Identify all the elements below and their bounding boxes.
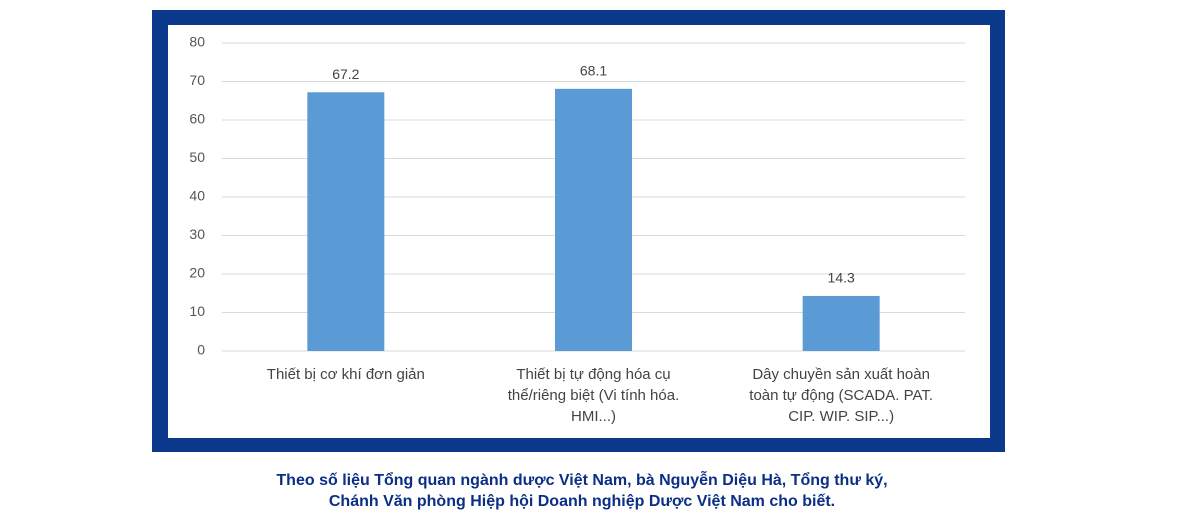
y-tick-label: 60	[189, 111, 205, 127]
y-tick-label: 20	[189, 265, 205, 281]
bar	[802, 295, 880, 351]
bar	[307, 92, 385, 351]
x-tick-label: Thiết bị tự động hóa cụ thể/riêng biệt (V…	[508, 366, 680, 425]
y-tick-label: 10	[189, 303, 205, 319]
data-label: 14.3	[828, 270, 855, 286]
bar	[555, 88, 632, 351]
y-tick-label: 0	[197, 342, 205, 358]
y-tick-label: 70	[189, 72, 205, 88]
data-label: 67.2	[332, 66, 359, 82]
x-tick-label: Thiết bị cơ khí đơn giản	[267, 366, 425, 383]
caption: Theo số liệu Tổng quan ngành dược Việt N…	[276, 470, 887, 489]
data-label: 68.1	[580, 63, 607, 79]
y-tick-label: 30	[189, 226, 205, 242]
x-tick-label: Dây chuyền sản xuất hoàn toàn tự động (SC…	[749, 366, 933, 425]
caption: Chánh Văn phòng Hiệp hội Doanh nghiệp Dư…	[329, 493, 835, 510]
y-tick-label: 80	[189, 34, 205, 50]
y-tick-label: 40	[189, 188, 205, 204]
y-tick-label: 50	[189, 149, 205, 165]
